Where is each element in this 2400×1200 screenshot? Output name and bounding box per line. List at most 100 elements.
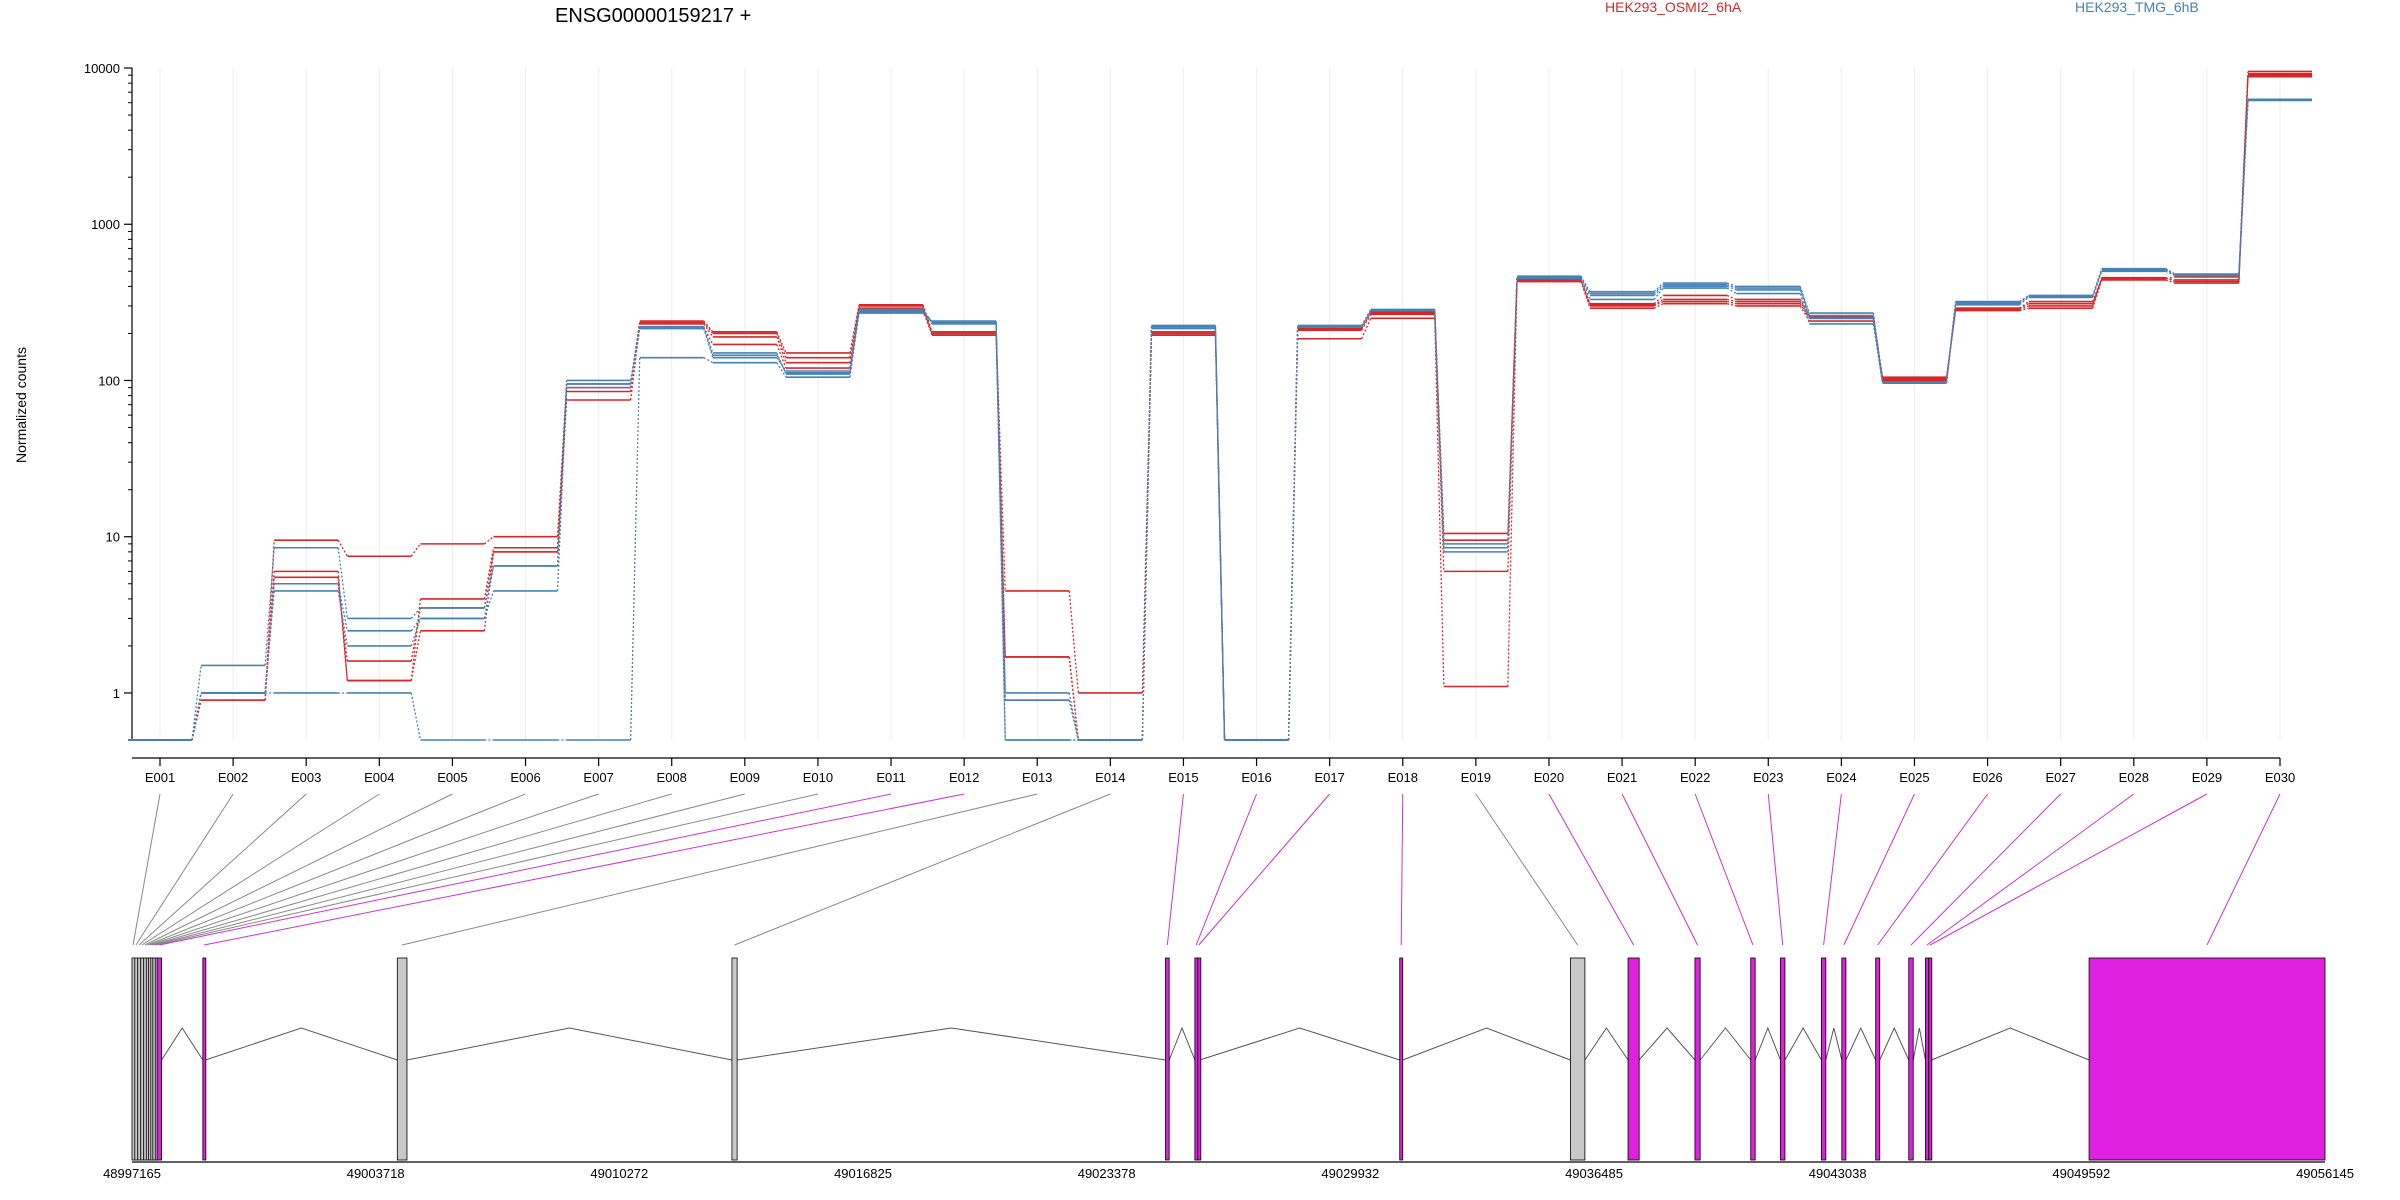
series-transition	[484, 536, 494, 545]
exon-connector	[734, 793, 1111, 946]
series-5	[128, 98, 2312, 741]
exon-label: E026	[1972, 770, 2002, 785]
exon-box	[134, 957, 139, 1161]
exon-connector	[1475, 793, 1579, 946]
series-transition	[483, 551, 495, 631]
series-transition	[1799, 299, 1810, 316]
exon-connector	[132, 793, 161, 946]
exon-box	[396, 957, 408, 1161]
exon-label: E020	[1534, 770, 1564, 785]
exon-label: E021	[1607, 770, 1637, 785]
series-6	[128, 99, 2312, 741]
intron-line	[1199, 1027, 1400, 1061]
coordinate-tick-label: 49049592	[2052, 1166, 2110, 1181]
exon-label: E019	[1461, 770, 1491, 785]
series-transition	[922, 305, 933, 336]
coordinate-tick-label: 49036485	[1565, 1166, 1623, 1181]
series-transition	[1580, 279, 1591, 306]
intron-line	[1754, 1026, 1781, 1061]
series-transition	[2092, 277, 2103, 307]
series-transition	[1434, 310, 1445, 552]
series-transition	[703, 320, 714, 333]
series-transition	[629, 357, 641, 741]
exon-connectors	[132, 793, 2281, 946]
coordinate-tick-label: 49023378	[1078, 1166, 1136, 1181]
intron-line	[1784, 1026, 1822, 1061]
y-tick-label: 10	[106, 530, 120, 545]
series-transition	[1726, 294, 1737, 301]
exon-box	[1399, 957, 1404, 1161]
coordinate-tick-label: 49016825	[834, 1166, 892, 1181]
series-transition	[2165, 279, 2176, 284]
series-transition	[1872, 323, 1884, 384]
vertical-gridlines	[159, 68, 2281, 740]
series-transition	[1068, 590, 1079, 694]
exon-box	[1627, 957, 1640, 1161]
series-transition	[410, 607, 422, 662]
exon-label: E027	[2046, 770, 2076, 785]
exon-box	[731, 957, 738, 1161]
exon-connector	[1823, 793, 1842, 946]
intron-line	[1638, 1027, 1696, 1061]
series-transition	[337, 539, 348, 557]
exon-label: E010	[803, 770, 833, 785]
exon-label: E014	[1095, 770, 1125, 785]
series-transition	[410, 630, 422, 681]
exon-connector	[1767, 793, 1784, 946]
series-transition	[483, 547, 495, 600]
series-transition	[849, 309, 860, 373]
series-transition	[1653, 298, 1664, 306]
intron-line	[737, 1027, 1166, 1061]
series-transition	[1727, 300, 1737, 305]
exon-connector	[1929, 793, 2208, 946]
series-transition	[2092, 279, 2103, 309]
intron-line	[205, 1027, 398, 1061]
series-transition	[1653, 303, 1664, 309]
series-transition	[410, 543, 421, 557]
series-transition	[1799, 289, 1810, 319]
exon-label: E024	[1826, 770, 1856, 785]
series-transition	[264, 540, 275, 701]
exon-box	[2088, 957, 2326, 1161]
exon-box	[202, 957, 207, 1161]
series-lines	[128, 70, 2312, 741]
exon-label: E022	[1680, 770, 1710, 785]
exon-connector	[1548, 793, 1635, 946]
exon-connector	[402, 793, 1038, 946]
series-transition	[1287, 326, 1299, 741]
series-transition	[483, 565, 495, 619]
y-axis-label: Normalized counts	[13, 347, 29, 463]
series-transition	[776, 333, 787, 358]
series-transition	[1141, 326, 1153, 741]
exon-box	[1820, 957, 1827, 1161]
exon-label: E025	[1899, 770, 1929, 785]
exon-connector	[2206, 793, 2281, 946]
series-transition	[776, 362, 787, 378]
series-transition	[337, 590, 348, 647]
series-transition	[922, 309, 933, 323]
series-transition	[629, 326, 641, 385]
exon-connector	[149, 793, 599, 946]
y-axis: 1 10 100 1000 10000	[84, 61, 133, 740]
exon-label: E003	[291, 770, 321, 785]
series-transition	[1214, 328, 1226, 741]
series-transition	[2019, 303, 2029, 309]
series-transition	[1726, 284, 1737, 289]
exon-label: E030	[2265, 770, 2295, 785]
exon-label: E017	[1314, 770, 1344, 785]
series-transition	[703, 328, 714, 358]
series-transition	[2238, 99, 2249, 275]
series-transition	[1580, 276, 1591, 294]
series-transition	[1580, 277, 1591, 296]
coordinate-tick-label: 49003718	[347, 1166, 405, 1181]
intron-line	[161, 1027, 204, 1061]
exon-box	[1750, 957, 1756, 1161]
series-7	[128, 99, 2312, 741]
coordinate-tick-label: 49043038	[1809, 1166, 1867, 1181]
exon-label: E012	[949, 770, 979, 785]
series-transition	[2092, 269, 2103, 297]
coordinate-tick-label: 49029932	[1321, 1166, 1379, 1181]
chart-title: ENSG00000159217 +	[555, 5, 751, 27]
exon-label: E029	[2192, 770, 2222, 785]
